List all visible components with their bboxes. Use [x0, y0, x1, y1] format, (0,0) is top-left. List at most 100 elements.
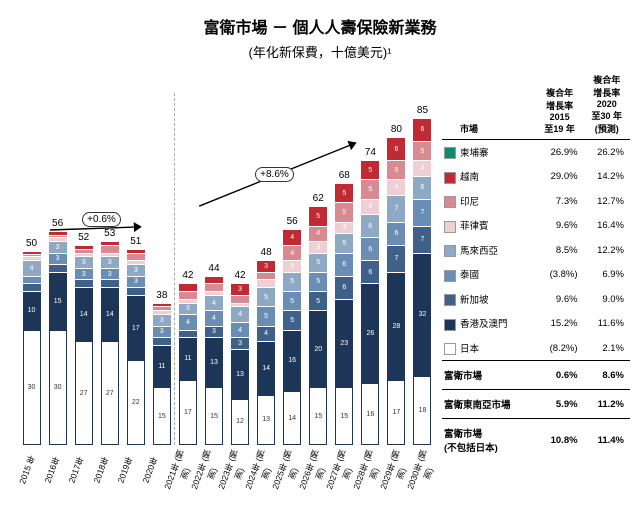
legend-summary-name: 富衛東南亞市場 [442, 390, 536, 419]
bar-total-label: 74 [365, 147, 376, 158]
bar-segment: 5 [309, 206, 327, 225]
bar-segment [101, 279, 119, 287]
bar-segment: 14 [101, 287, 119, 341]
bar-segment: 7 [413, 226, 431, 253]
legend-col-header: 複合年增長率2020至30 年(預測) [584, 71, 630, 140]
bar-segment: 18 [413, 376, 431, 445]
bar-segment: 17 [387, 380, 405, 445]
bar-segment: 13 [205, 337, 223, 387]
bar-segment [127, 253, 145, 261]
bar-segment: 3 [335, 222, 353, 234]
legend-swatch [444, 172, 456, 184]
legend-swatch [444, 245, 456, 257]
bar-segment: 3 [153, 326, 171, 338]
bar-segment: 3 [179, 303, 197, 315]
bar-segment: 15 [335, 387, 353, 445]
bar-column: 4212133443 [229, 89, 252, 445]
bar-segment: 4 [231, 322, 249, 337]
stacked-bar: 1520555345 [309, 206, 327, 445]
bar-segment: 15 [153, 387, 171, 445]
bar-segment: 7 [413, 199, 431, 226]
bar-segment: 23 [335, 299, 353, 388]
bar-segment [179, 283, 197, 291]
legend-market-name: 日本 [460, 344, 479, 355]
bar-segment: 11 [153, 345, 171, 387]
bar-segment: 12 [231, 399, 249, 445]
legend-rate-2030: 12.2% [584, 238, 630, 262]
bar-segment: 5 [335, 183, 353, 202]
legend-rate-1519: (8.2%) [536, 336, 584, 361]
legend-rate-2030: 12.7% [584, 189, 630, 213]
bar-segment: 30 [49, 330, 67, 446]
legend-summary-rate-2030: 8.6% [584, 361, 630, 390]
bar-total-label: 85 [417, 105, 428, 116]
bar-segment: 6 [361, 237, 379, 260]
historical-forecast-divider [174, 93, 175, 445]
bar-segment: 7 [387, 195, 405, 222]
bar-segment: 6 [387, 137, 405, 160]
bar-segment: 15 [205, 387, 223, 445]
legend-row: 泰國(3.8%)6.9% [442, 262, 630, 286]
bar-segment: 3 [283, 260, 301, 272]
bar-segment: 5 [283, 272, 301, 291]
legend-market-name: 菲律賓 [460, 221, 489, 232]
legend-swatch [444, 196, 456, 208]
bar-segment: 15 [49, 272, 67, 330]
bar-segment: 6 [413, 176, 431, 199]
bar-segment: 5 [309, 272, 327, 291]
bar-segment [23, 276, 41, 284]
bar-segment: 27 [75, 341, 93, 445]
bar-segment [231, 295, 249, 303]
stacked-bar: 1523665355 [335, 183, 353, 445]
legend-swatch [444, 343, 456, 355]
legend-rate-1519: 29.0% [536, 164, 584, 188]
bar-segment: 26 [361, 283, 379, 383]
bar-column: 851832776456 [411, 89, 434, 445]
legend-summary-row: 富衛東南亞市場5.9%11.2% [442, 390, 630, 419]
bar-segment: 3 [49, 241, 67, 253]
legend-row: 越南29.0%14.2% [442, 164, 630, 188]
bar-segment: 5 [387, 160, 405, 179]
bar-segment: 20 [309, 310, 327, 387]
legend-row: 日本(8.2%)2.1% [442, 336, 630, 361]
legend-rate-2030: 14.2% [584, 164, 630, 188]
page: { "title": "富衛市場 － 個人人壽保險新業務", "subtitle… [0, 0, 640, 523]
legend-row: 新加坡9.6%9.0% [442, 287, 630, 311]
legend-row: 柬埔寨26.9%26.2% [442, 140, 630, 165]
legend-rate-1519: 26.9% [536, 140, 584, 165]
bar-segment [49, 264, 67, 272]
bar-segment: 4 [283, 245, 301, 260]
bar-segment: 3 [127, 276, 145, 288]
legend-summary-rate-2030: 11.4% [584, 419, 630, 462]
bar-segment: 6 [413, 118, 431, 141]
legend-summary-row: 富衛市場(不包括日本)10.8%11.4% [442, 419, 630, 462]
bar-segment: 6 [387, 222, 405, 245]
bar-segment: 3 [153, 314, 171, 326]
bar-segment: 15 [309, 387, 327, 445]
growth-arrow-label: +8.6% [255, 167, 294, 182]
bar-segment: 5 [283, 291, 301, 310]
bar-segment: 16 [361, 383, 379, 445]
bar-segment: 3 [127, 264, 145, 276]
bar-segment: 3 [75, 256, 93, 268]
bar-segment: 4 [257, 326, 275, 341]
stacked-bar: 12133443 [231, 283, 249, 445]
legend-rate-1519: 9.6% [536, 287, 584, 311]
legend-rate-1519: 9.6% [536, 213, 584, 237]
chart: 5030104563015335227143353271433512217333… [10, 71, 438, 501]
bar-column: 561416555344 [281, 89, 304, 445]
bar-segment: 4 [205, 295, 223, 310]
bar-segment: 5 [335, 202, 353, 221]
legend-market-name: 柬埔寨 [460, 148, 489, 159]
bar-segment: 11 [179, 337, 197, 379]
legend-swatch [444, 319, 456, 331]
bar-segment [179, 291, 197, 299]
bar-segment [179, 330, 197, 338]
bar-column: 53271433 [98, 89, 121, 445]
bar-total-label: 62 [313, 193, 324, 204]
bar-segment: 4 [361, 199, 379, 214]
legend-market-name: 印尼 [460, 197, 479, 208]
legend-market-name: 泰國 [460, 270, 479, 281]
stacked-bar: 301533 [49, 231, 67, 445]
bar-segment: 4 [387, 179, 405, 194]
